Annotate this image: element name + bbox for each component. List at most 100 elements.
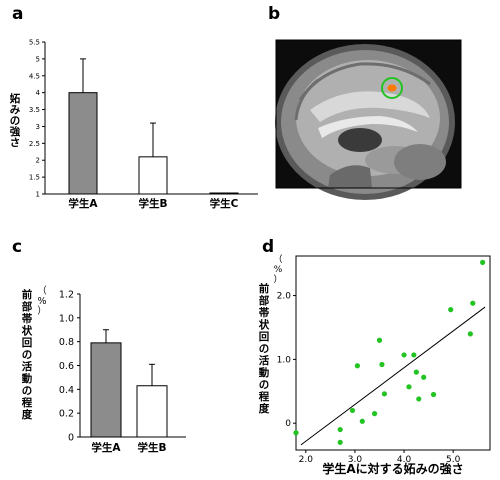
y-axis-unit-c-char: （ — [37, 285, 47, 297]
category-label-a: 学生A — [68, 197, 98, 210]
y-axis-label-c-char: の — [22, 349, 33, 361]
plot-frame-d — [295, 255, 491, 451]
y-tick-label-c: 0 — [68, 433, 74, 444]
y-axis-label-d-char: 前 — [259, 282, 270, 295]
y-tick-label-c: 0.8 — [59, 337, 74, 348]
y-axis-label-c-char: 帯 — [22, 312, 33, 325]
brain-mri-image — [275, 39, 462, 200]
chart-a: 1 1.5 2 2.5 3 3.5 4 4.5 5 5.5 学生A 学生B 学生C 妬みの強さ — [10, 39, 258, 210]
bar-c — [136, 385, 168, 438]
y-axis-unit-c-char: % — [37, 296, 46, 307]
y-axis-label-c-char: 活 — [22, 360, 33, 373]
bar-a — [68, 92, 98, 195]
y-tick-label-d: 2.0 — [277, 292, 292, 302]
y-axis-label-d-char: 程 — [259, 390, 270, 403]
category-label-c: 学生A — [91, 441, 121, 454]
scatter-point-d — [401, 352, 407, 358]
scatter-point-d — [381, 391, 388, 397]
scatter-point-d — [379, 361, 385, 368]
y-axis-unit-d-char: % — [274, 265, 283, 275]
y-tick-label-a: 3.5 — [29, 106, 40, 114]
scatter-point-d — [430, 391, 437, 398]
y-tick-label-a: 4 — [36, 89, 41, 97]
scatter-point-d — [421, 374, 427, 380]
y-tick-label-a: 3 — [36, 123, 40, 131]
y-axis-label-c-char: 状 — [22, 324, 33, 337]
x-tick-label-d: 2.0 — [299, 455, 314, 465]
y-tick-label-a: 1 — [36, 191, 40, 199]
y-tick-label-c: 0.6 — [59, 361, 74, 372]
x-tick-label-d: 5.0 — [446, 455, 461, 465]
scatter-point-d — [448, 307, 454, 313]
scatter-point-d — [337, 426, 343, 433]
x-tick-label-d: 4.0 — [397, 455, 412, 465]
scatter-point-d — [293, 430, 299, 436]
y-axis-label-c-char: 部 — [22, 300, 33, 313]
trend-line-d — [300, 306, 486, 446]
chart-d: 2.0 3.0 4.0 5.0 0 1.0 2.0 学生Aに対する妬みの強さ 前部帯状回の活動の… — [259, 254, 491, 476]
bar-a — [209, 192, 239, 195]
y-axis-label-a-char: さ — [10, 137, 21, 149]
scatter-point-d — [359, 418, 365, 424]
y-axis-label-c-char: 前 — [22, 288, 33, 301]
y-axis-label-c-char: 度 — [22, 408, 33, 421]
y-axis-label-d-char: 回 — [259, 331, 270, 343]
y-axis-label-a-char: 強 — [10, 125, 21, 138]
y-axis-unit-d-char: ） — [273, 274, 282, 285]
y-axis-label-d-char: 帯 — [259, 306, 270, 319]
panel-label-d: d — [262, 237, 274, 257]
y-tick-label-c: 0.2 — [59, 409, 74, 420]
y-axis-label-d-char: 状 — [259, 318, 270, 331]
y-axis-label-c-char: の — [22, 385, 33, 397]
y-axis-unit-d-char: （ — [273, 254, 282, 265]
y-tick-label-c: 1.0 — [59, 313, 74, 324]
brain-region-marker-spot — [387, 84, 397, 92]
y-axis-label-d-char: 部 — [259, 294, 270, 307]
bar-c — [90, 342, 122, 438]
scatter-point-d — [337, 439, 343, 445]
y-axis-label-d-char: の — [259, 343, 270, 355]
y-tick-label-a: 5 — [36, 55, 40, 63]
y-tick-label-d: 0 — [285, 419, 291, 429]
y-tick-label-a: 4.5 — [29, 72, 40, 80]
y-tick-label-a: 5.5 — [29, 39, 40, 47]
scatter-point-d — [354, 363, 360, 369]
y-tick-label-a: 2 — [36, 157, 40, 165]
y-axis-unit-c-char: ） — [37, 305, 47, 317]
x-tick-label-d: 3.0 — [348, 455, 363, 465]
scatter-point-d — [411, 352, 417, 358]
y-axis-label-c-char: 動 — [22, 372, 33, 385]
y-axis-label-d-char: 度 — [259, 402, 270, 415]
y-tick-label-a: 2.5 — [29, 140, 40, 148]
category-label-a: 学生B — [138, 197, 167, 210]
scatter-point-d — [376, 337, 383, 343]
brain-region-marker-ring — [381, 77, 403, 99]
y-tick-label-c: 0.4 — [59, 385, 74, 396]
category-label-c: 学生B — [137, 441, 166, 454]
scatter-point-d — [467, 331, 473, 337]
scatter-point-d — [470, 300, 476, 306]
panel-label-a: a — [12, 4, 23, 24]
category-label-a: 学生C — [210, 197, 239, 210]
scatter-point-d — [349, 407, 356, 414]
y-axis-unit-d: （%） — [273, 254, 282, 285]
scatter-point-d — [371, 411, 378, 417]
y-axis-label-a-char: み — [10, 104, 21, 116]
panel-label-b: b — [268, 4, 280, 24]
y-axis-label-a-char: の — [10, 115, 21, 127]
y-axis-label-a: 妬みの強さ — [10, 92, 21, 149]
y-axis-label-c-char: 回 — [22, 337, 33, 349]
y-axis-label-d-char: の — [259, 379, 270, 391]
y-axis-label-a-char: 妬 — [10, 92, 21, 105]
y-axis-label-d-char: 動 — [259, 366, 270, 379]
scatter-point-d — [480, 259, 486, 265]
y-tick-label-d: 1.0 — [277, 355, 292, 365]
scatter-point-d — [406, 384, 412, 390]
x-axis-label-d: 学生Aに対する妬みの強さ — [322, 461, 463, 476]
y-axis-label-d-char: 活 — [259, 354, 270, 367]
bar-a — [138, 156, 168, 195]
scatter-point-d — [413, 369, 419, 375]
